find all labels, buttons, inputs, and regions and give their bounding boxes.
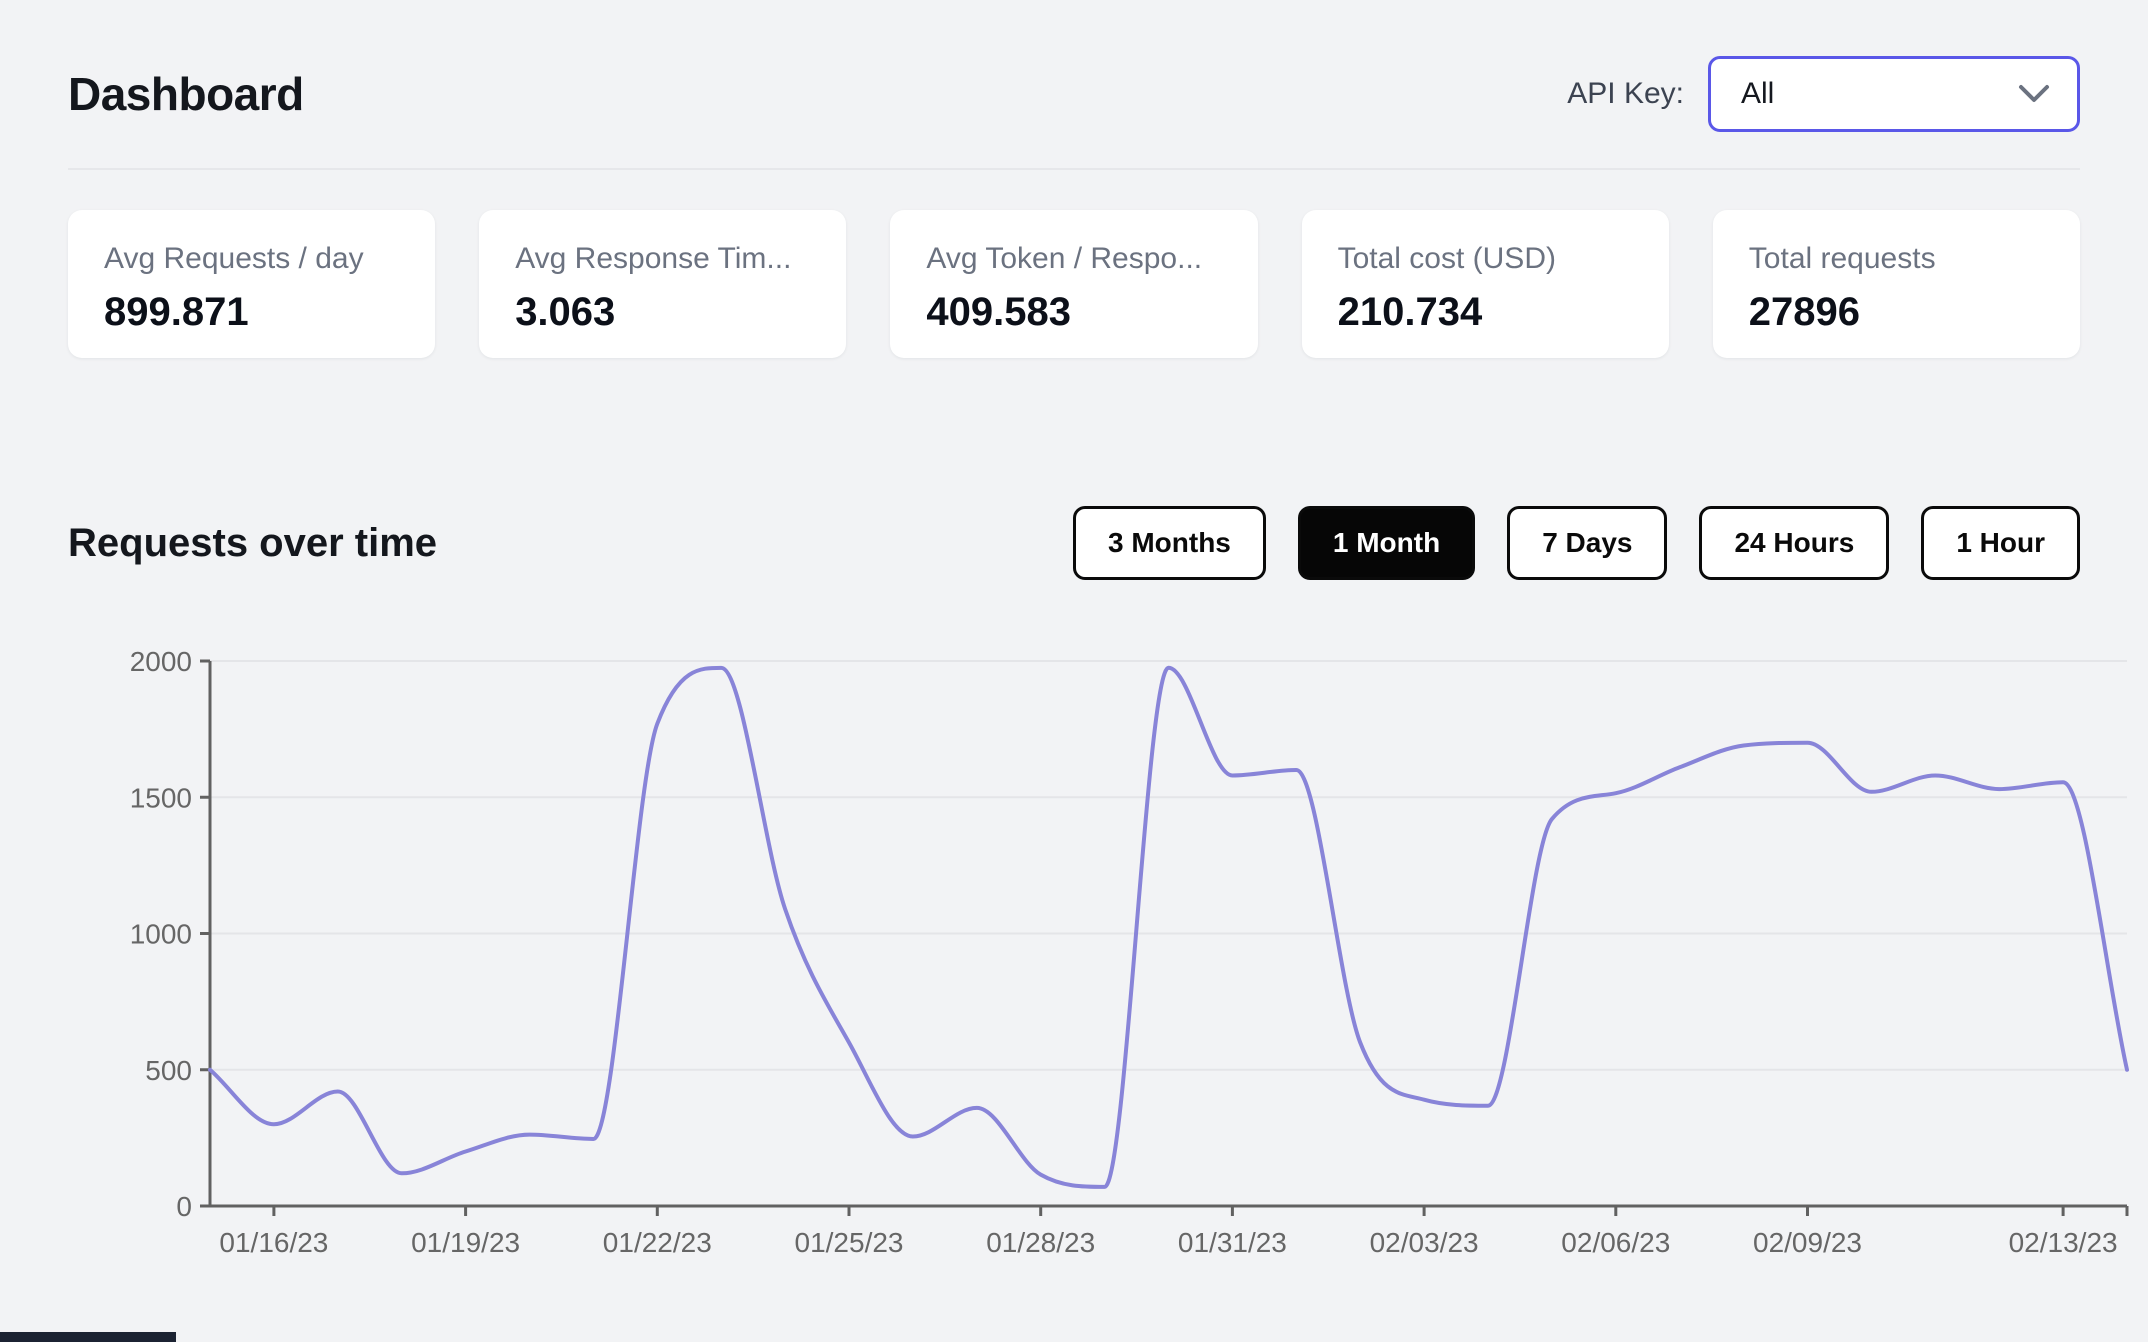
requests-over-time-chart: 0 500 1000 1500 2000 01/16/23 01/19/23 01/22/23… (130, 646, 2129, 1258)
x-tick-label: 02/03/23 (1370, 1227, 1479, 1258)
page-header: Dashboard API Key: All (68, 0, 2080, 132)
stat-card-label: Avg Response Tim... (515, 242, 792, 275)
stat-card-label: Total cost (USD) (1337, 242, 1556, 275)
time-range-button-3-months[interactable]: 3 Months (1072, 506, 1266, 580)
section-title: Requests over time (68, 520, 438, 565)
stat-card: Total cost (USD) 210.734 (1301, 210, 1669, 358)
time-range-button-1-month[interactable]: 1 Month (1297, 506, 1476, 580)
header-divider (68, 168, 2080, 170)
stat-card: Total requests 27896 (1712, 210, 2080, 358)
requests-line-series (208, 665, 2129, 1189)
y-tick-label: 1500 (130, 782, 192, 813)
stat-card: Avg Requests / day 899.871 (68, 210, 436, 358)
x-tick-label: 02/09/23 (1753, 1227, 1862, 1258)
stat-card: Avg Response Tim... 3.063 (479, 210, 847, 358)
y-tick-label: 2000 (130, 646, 192, 677)
api-key-selected-value: All (1741, 77, 1775, 110)
y-tick-label: 500 (145, 1055, 192, 1086)
dashboard-page: Dashboard API Key: All Avg Requests / da… (68, 0, 2129, 1258)
x-tick-label: 01/22/23 (603, 1227, 712, 1258)
x-tick-label: 01/16/23 (219, 1227, 328, 1258)
stat-card-value: 3.063 (515, 290, 616, 334)
x-tick-label: 01/28/23 (986, 1227, 1095, 1258)
time-range-button-24-hours[interactable]: 24 Hours (1699, 506, 1890, 580)
stat-card-value: 210.734 (1337, 290, 1483, 334)
api-key-select[interactable]: All (1708, 56, 2080, 132)
y-tick-label: 1000 (130, 919, 192, 950)
x-tick-label: 01/25/23 (795, 1227, 904, 1258)
stat-card-label: Avg Requests / day (104, 242, 364, 275)
stat-card: Avg Token / Respo... 409.583 (890, 210, 1258, 358)
stat-card-label: Avg Token / Respo... (926, 242, 1203, 275)
api-key-label: API Key: (1567, 77, 1684, 110)
x-tick-label: 02/06/23 (1561, 1227, 1670, 1258)
stat-card-value: 27896 (1748, 290, 1861, 334)
stats-row: Avg Requests / day 899.871 Avg Response Ti… (68, 210, 2080, 358)
stat-card-value: 409.583 (926, 290, 1071, 334)
y-tick-label: 0 (176, 1191, 192, 1222)
bottom-partial-element (0, 1332, 176, 1342)
chevron-down-icon (2019, 85, 2049, 102)
api-key-control: API Key: All (1567, 56, 2080, 132)
time-range-group: 3 Months 1 Month 7 Days 24 Hours 1 Hour (1072, 506, 2080, 580)
time-range-button-7-days[interactable]: 7 Days (1507, 506, 1668, 580)
x-tick-label: 02/13/23 (2009, 1227, 2118, 1258)
page-title: Dashboard (68, 68, 304, 120)
x-tick-label: 01/19/23 (411, 1227, 520, 1258)
stat-card-label: Total requests (1748, 242, 1936, 275)
chart-section-header: Requests over time 3 Months 1 Month 7 Days… (68, 506, 2080, 580)
stat-card-value: 899.871 (104, 290, 249, 334)
time-range-button-1-hour[interactable]: 1 Hour (1921, 506, 2080, 580)
x-tick-label: 01/31/23 (1178, 1227, 1287, 1258)
